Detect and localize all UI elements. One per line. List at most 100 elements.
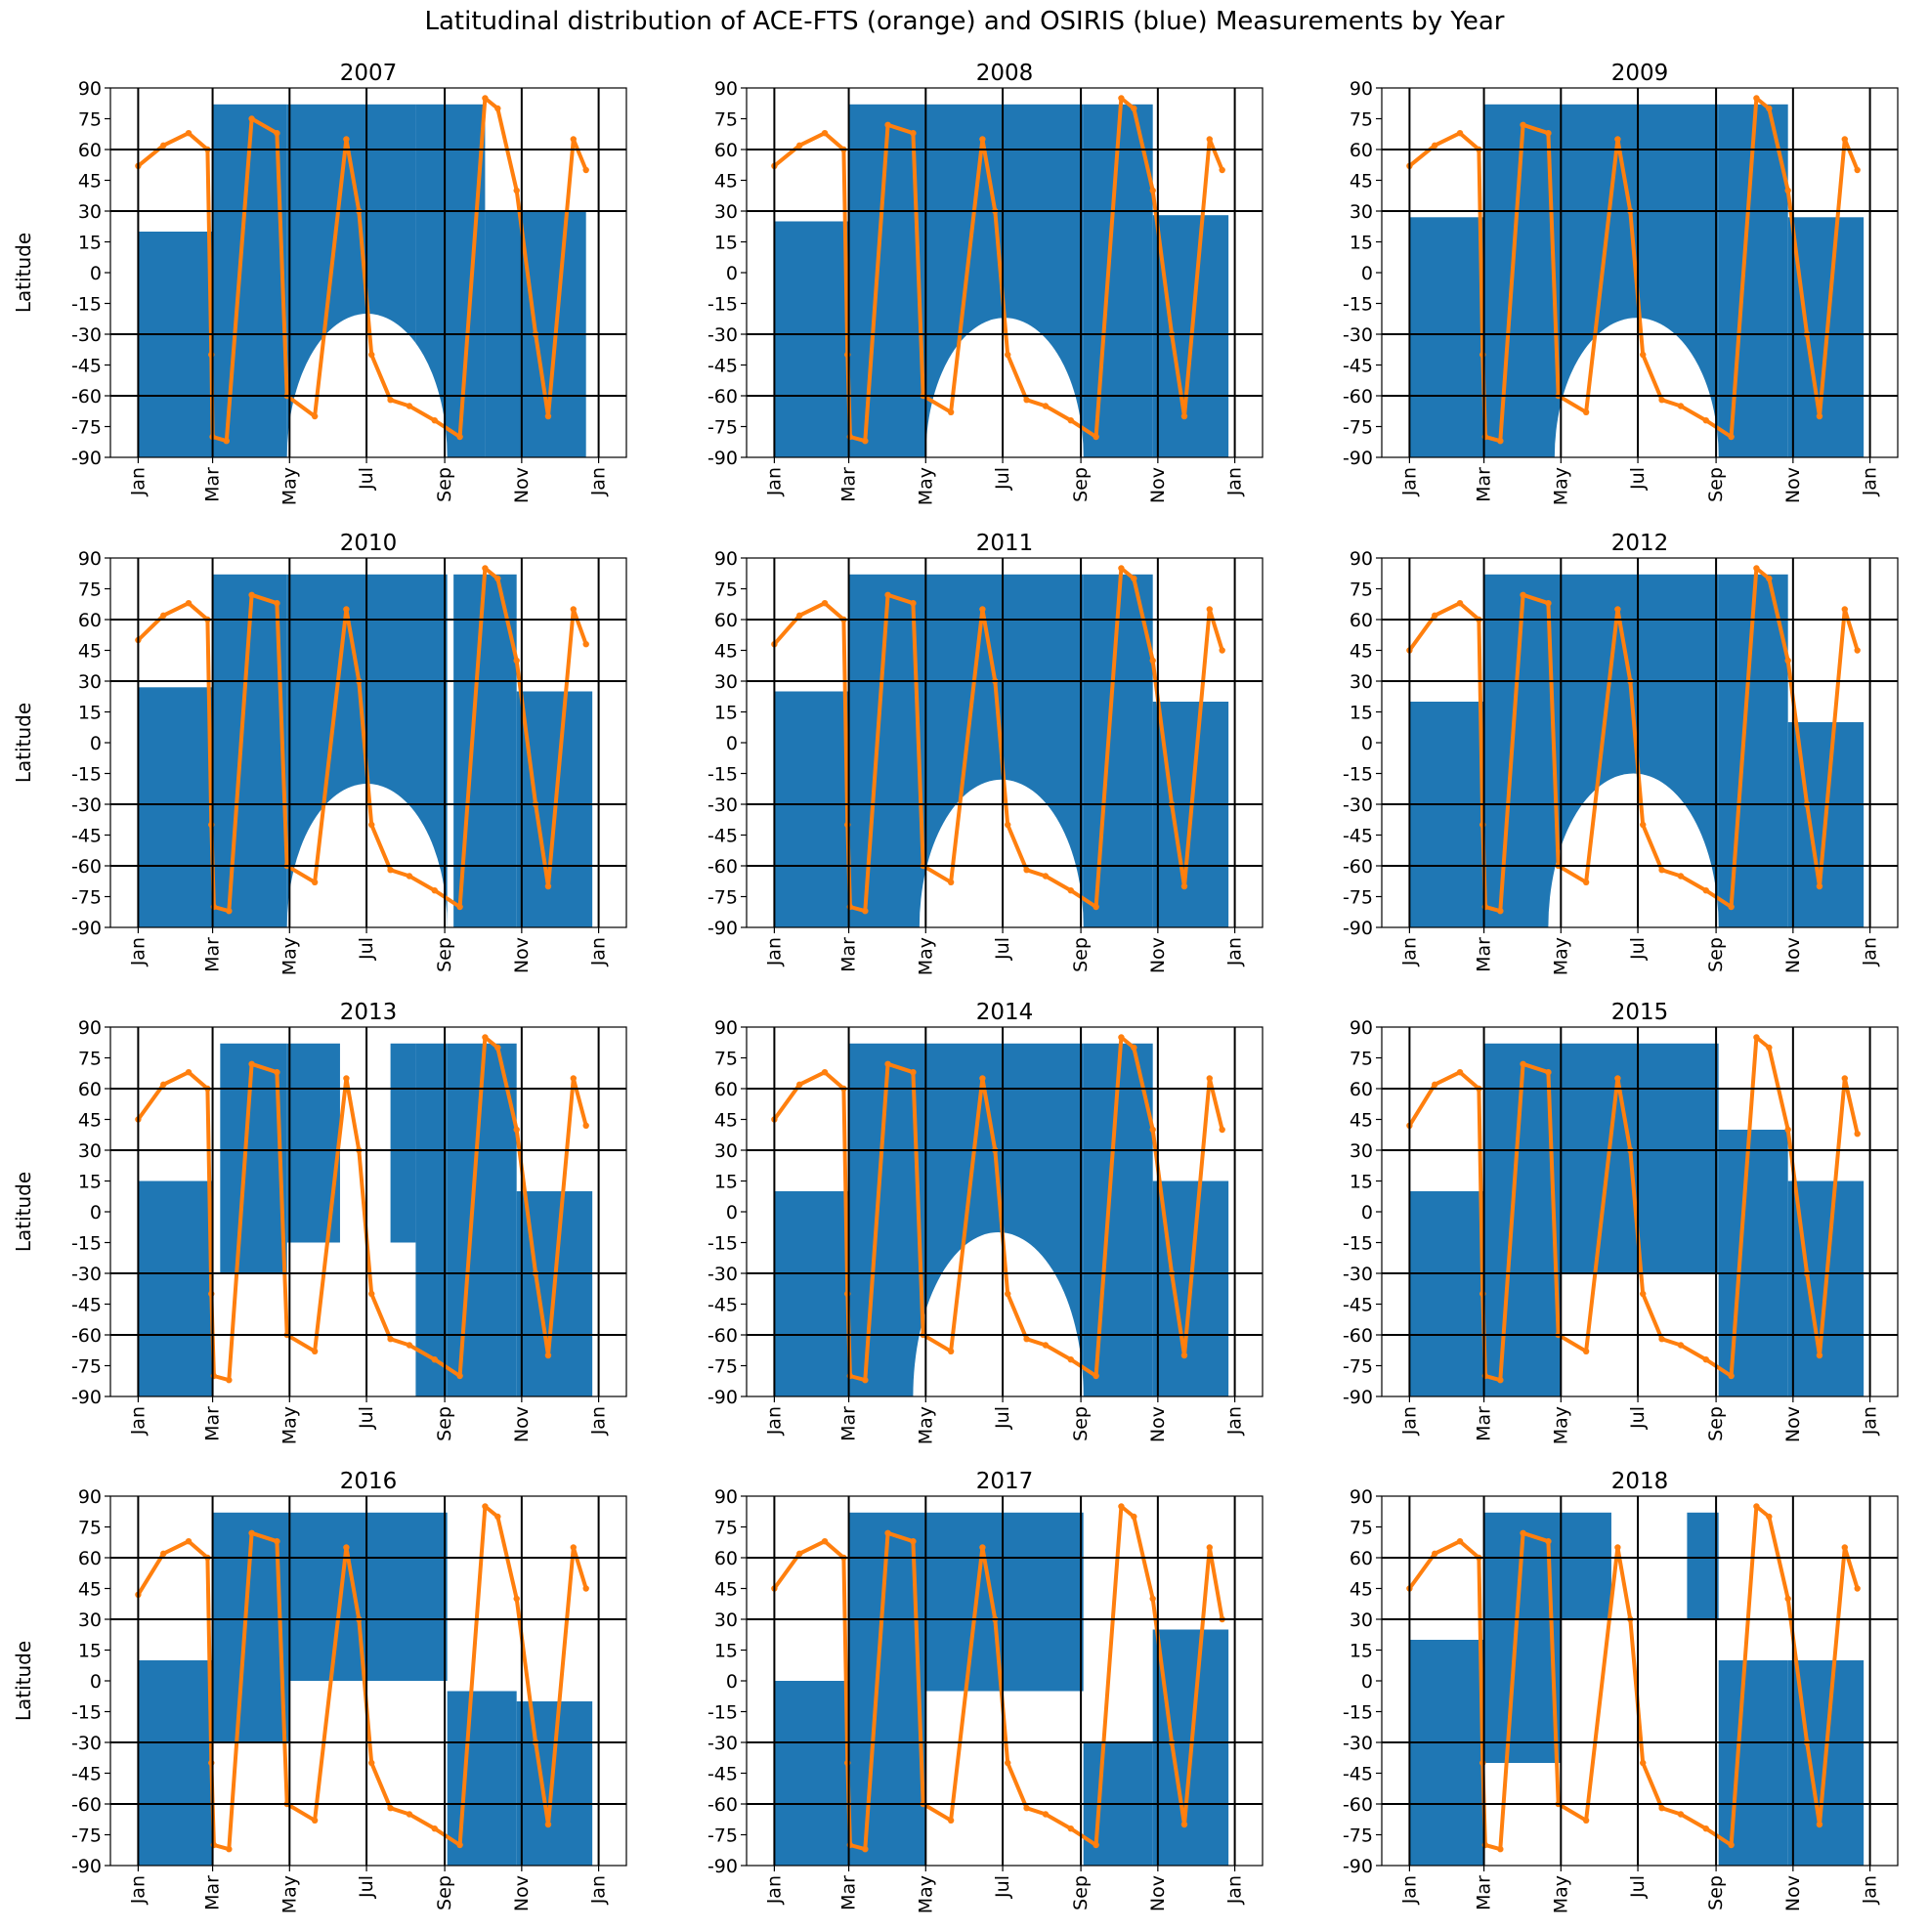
ace-fts-point bbox=[1677, 873, 1685, 880]
ace-fts-point bbox=[1067, 417, 1074, 424]
ace-fts-point bbox=[1784, 1126, 1791, 1134]
x-tick-label: Jan bbox=[127, 1875, 149, 1905]
y-tick-label: -90 bbox=[707, 448, 738, 469]
ace-fts-point bbox=[1456, 130, 1464, 137]
x-tick-label: Jul bbox=[992, 937, 1013, 961]
ace-fts-point bbox=[1093, 903, 1099, 911]
ace-fts-point bbox=[1456, 1069, 1464, 1076]
ace-fts-point bbox=[1816, 1352, 1823, 1359]
osiris-gap bbox=[925, 318, 1084, 457]
x-tick-label: Mar bbox=[202, 1875, 224, 1911]
ace-fts-point bbox=[1640, 821, 1647, 829]
y-tick-label: 45 bbox=[78, 641, 102, 663]
osiris-block bbox=[1718, 1130, 1788, 1396]
y-tick-label: -30 bbox=[707, 794, 738, 816]
y-tick-label: 15 bbox=[1350, 703, 1373, 724]
ace-fts-point bbox=[1658, 1805, 1665, 1812]
y-tick-label: 60 bbox=[714, 140, 738, 161]
y-tick-label: -75 bbox=[71, 1825, 102, 1847]
ace-fts-point bbox=[1131, 105, 1137, 112]
x-tick-label: Jan bbox=[127, 467, 149, 496]
osiris-block bbox=[138, 1660, 213, 1866]
ace-fts-point bbox=[570, 606, 577, 613]
ace-fts-point bbox=[1005, 1290, 1011, 1298]
ace-fts-point bbox=[1149, 657, 1156, 665]
ace-fts-point bbox=[1206, 1544, 1213, 1551]
ace-fts-point bbox=[185, 1069, 193, 1076]
y-tick-label: 30 bbox=[78, 201, 102, 223]
y-tick-label: -90 bbox=[1343, 1387, 1373, 1408]
x-tick-label: Mar bbox=[838, 937, 860, 972]
x-tick-label: Mar bbox=[838, 1406, 860, 1441]
ace-fts-point bbox=[248, 1529, 255, 1537]
y-tick-label: 0 bbox=[1361, 1671, 1373, 1693]
ace-fts-point bbox=[1023, 1805, 1030, 1812]
y-tick-label: 0 bbox=[90, 733, 102, 754]
y-tick-label: 75 bbox=[78, 1049, 102, 1070]
ace-fts-point bbox=[910, 1069, 917, 1076]
y-tick-label: 45 bbox=[714, 641, 738, 663]
y-tick-label: -60 bbox=[71, 1325, 102, 1347]
x-tick-label: Jul bbox=[1627, 937, 1649, 961]
y-tick-label: 75 bbox=[714, 109, 738, 131]
ace-fts-point bbox=[862, 908, 869, 915]
y-tick-label: 30 bbox=[78, 671, 102, 693]
y-tick-label: 0 bbox=[90, 1202, 102, 1224]
ace-fts-point bbox=[494, 105, 501, 112]
ace-fts-point bbox=[1753, 95, 1760, 102]
x-tick-label: Nov bbox=[1147, 1406, 1169, 1442]
x-tick-label: Mar bbox=[202, 937, 224, 972]
osiris-block bbox=[447, 1691, 517, 1866]
y-tick-label: -75 bbox=[1343, 887, 1373, 909]
panel-title: 2018 bbox=[1611, 1469, 1669, 1494]
panel-2016: 2016 90 75 60 45 30 15 0 -15 -30 -45 -60 -75 -90 Latit… bbox=[12, 1469, 627, 1913]
ace-fts-point bbox=[1854, 166, 1861, 174]
x-tick-label: Jul bbox=[356, 1875, 377, 1899]
ace-fts-point bbox=[1206, 1075, 1213, 1082]
ace-fts-point bbox=[248, 1060, 255, 1068]
y-tick-label: -75 bbox=[707, 417, 738, 439]
y-tick-label: -15 bbox=[71, 1233, 102, 1255]
y-tick-label: 75 bbox=[714, 580, 738, 601]
y-tick-label: -45 bbox=[71, 826, 102, 847]
y-tick-label: 90 bbox=[78, 78, 102, 100]
ace-fts-point bbox=[343, 1075, 350, 1082]
ace-fts-point bbox=[406, 1811, 413, 1818]
ace-fts-point bbox=[185, 1538, 193, 1545]
x-tick-label: Jan bbox=[1860, 1406, 1881, 1436]
ace-fts-point bbox=[1614, 1544, 1621, 1551]
ace-fts-point bbox=[1180, 412, 1188, 420]
osiris-block bbox=[390, 1043, 416, 1243]
ace-fts-point bbox=[1841, 1544, 1848, 1551]
ace-fts-point bbox=[160, 142, 167, 149]
y-tick-label: 15 bbox=[78, 233, 102, 254]
ace-fts-point bbox=[1640, 1759, 1647, 1767]
ace-fts-point bbox=[544, 412, 552, 420]
ace-fts-point bbox=[979, 1544, 986, 1551]
x-tick-label: Nov bbox=[1147, 937, 1169, 973]
y-tick-label: 30 bbox=[1350, 671, 1373, 693]
ace-fts-point bbox=[1766, 1513, 1773, 1521]
ace-fts-point bbox=[570, 1544, 577, 1551]
y-axis-label: Latitude bbox=[12, 1641, 35, 1721]
ace-fts-point bbox=[979, 606, 986, 613]
ace-fts-point bbox=[1702, 417, 1709, 424]
x-tick-label: Mar bbox=[1474, 1875, 1495, 1911]
y-tick-label: -60 bbox=[707, 386, 738, 408]
panel-title: 2008 bbox=[976, 61, 1034, 86]
ace-fts-point bbox=[1206, 606, 1213, 613]
ace-fts-point bbox=[406, 403, 413, 409]
y-tick-label: 90 bbox=[714, 548, 738, 570]
y-tick-label: -45 bbox=[71, 1764, 102, 1785]
y-tick-label: -60 bbox=[707, 856, 738, 878]
ace-fts-point bbox=[1677, 1342, 1685, 1349]
panel-2007: 2007 90 75 60 45 30 15 0 -15 -30 -45 -60 -75 -90 Latit… bbox=[12, 61, 627, 505]
ace-fts-point bbox=[1432, 142, 1438, 149]
ace-fts-point bbox=[1702, 1356, 1709, 1363]
panel-2014: 2014 90 75 60 45 30 15 0 -15 -30 -45 -60 -75 -90 Jan Ma… bbox=[707, 1000, 1264, 1444]
panel-title: 2007 bbox=[340, 61, 398, 86]
y-tick-label: -15 bbox=[707, 764, 738, 786]
y-tick-label: -90 bbox=[1343, 1856, 1373, 1877]
osiris-block bbox=[1561, 1512, 1611, 1619]
osiris-block bbox=[925, 1512, 1084, 1692]
